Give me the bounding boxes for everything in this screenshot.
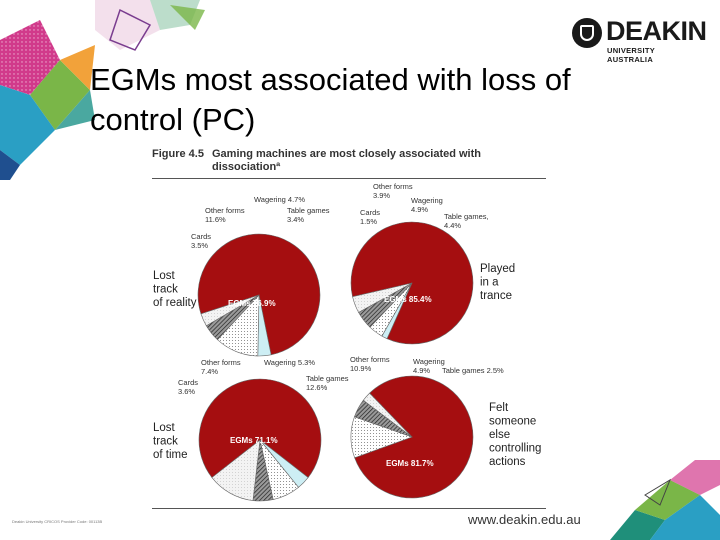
pie-chart-title-3: Lost track of time — [153, 422, 188, 461]
pie-chart-3: EGMs 71.1% Cards 3.6%Other forms 7.4% Wageri… — [153, 358, 349, 502]
slice-label-cards: Cards 3.6% — [178, 378, 198, 396]
slice-label-egms: EGMs 85.4% — [384, 295, 432, 304]
pie-slice-table-games — [362, 392, 413, 438]
logo-subtitle: UNIVERSITY AUSTRALIA — [607, 46, 655, 64]
slice-label-table-games: Table games 12.6% — [306, 374, 349, 392]
petal-shape-navy — [0, 150, 20, 180]
pie-chart-title-4: Felt someone else controlling actions — [489, 402, 541, 468]
slice-label-other-forms: Other forms 11.6% — [205, 206, 245, 224]
deakin-logo: DEAKIN UNIVERSITY AUSTRALIA — [572, 16, 707, 64]
slice-label-wagering: Wagering 4.9% — [411, 196, 443, 214]
slice-label-wagering: Wagering 5.3% — [264, 358, 315, 367]
petal-shape-blue-bottom — [650, 495, 720, 540]
slice-label-table-games: Table games, 4.4% — [444, 212, 489, 230]
petal-shape-magenta-bottom — [670, 460, 720, 495]
slice-label-other-forms: Other forms 10.9% — [350, 355, 390, 373]
petal-shape-blue — [0, 85, 55, 165]
slice-label-egms: EGMs 76.9% — [228, 299, 276, 308]
petal-shape-green — [30, 60, 90, 130]
pie-slice-egms — [354, 375, 474, 499]
pie-chart-title-2: Played in a trance — [480, 263, 515, 302]
pie-chart-4: EGMs 81.7% Other forms 10.9% Wagering 4.9% Ta… — [350, 355, 541, 499]
pie-slice-egms — [197, 233, 321, 356]
slice-label-other-forms: Other forms 3.9% — [373, 182, 413, 200]
decorative-flower-pattern — [0, 0, 205, 180]
decorative-flower-pattern-bottom — [610, 460, 720, 540]
slice-label-cards: Cards 1.5% — [360, 208, 380, 226]
pie-chart-2: EGMs 85.4% Cards 1.5% Other forms 3.9%Wageri… — [350, 182, 515, 345]
figure-bottom-rule — [152, 508, 546, 509]
pie-slice-egms — [198, 378, 322, 478]
slice-label-table-games: Table games 3.4% — [287, 206, 330, 224]
pie-slice-table-games — [200, 294, 260, 327]
petal-shape-teal-bottom — [610, 510, 665, 540]
slice-label-wagering: Wagering 4.7% — [254, 195, 305, 204]
figure-number: Figure 4.5 — [152, 148, 204, 160]
slice-label-cards: Cards 3.5% — [191, 232, 211, 250]
pie-slice-table-games — [211, 439, 261, 501]
slice-label-table-games: Table games 2.5% — [442, 366, 504, 375]
petal-shape-lime — [170, 5, 205, 30]
pie-slice-table-games — [352, 282, 413, 313]
slice-label-wagering: Wagering 4.9% — [413, 357, 445, 375]
petal-shape-magenta — [0, 20, 60, 95]
slide-title: EGMs most associated with loss of contro… — [90, 62, 571, 137]
logo-name: DEAKIN — [606, 16, 707, 46]
petal-outline-bottom — [644, 478, 672, 506]
slice-label-egms: EGMs 71.1% — [230, 436, 278, 445]
figure-title: Gaming machines are most closely associa… — [212, 148, 481, 173]
petal-shape-orange — [60, 45, 95, 90]
slice-label-egms: EGMs 81.7% — [386, 459, 434, 468]
figure-top-rule — [152, 178, 546, 179]
petal-outline-purple — [109, 8, 152, 51]
petal-shape-green-bottom — [635, 480, 700, 520]
crest-icon — [572, 18, 602, 48]
pie-chart-1: EGMs 76.9% Cards 3.5% Other forms 11.6% Wager… — [153, 195, 330, 357]
slice-label-other-forms: Other forms 7.4% — [201, 358, 241, 376]
petal-shape-teal — [55, 90, 95, 130]
pie-chart-title-1: Lost track of reality — [153, 270, 197, 309]
footer-cricos: Deakin University CRICOS Provider Code: … — [12, 519, 103, 524]
footer-url: www.deakin.edu.au — [468, 512, 581, 527]
